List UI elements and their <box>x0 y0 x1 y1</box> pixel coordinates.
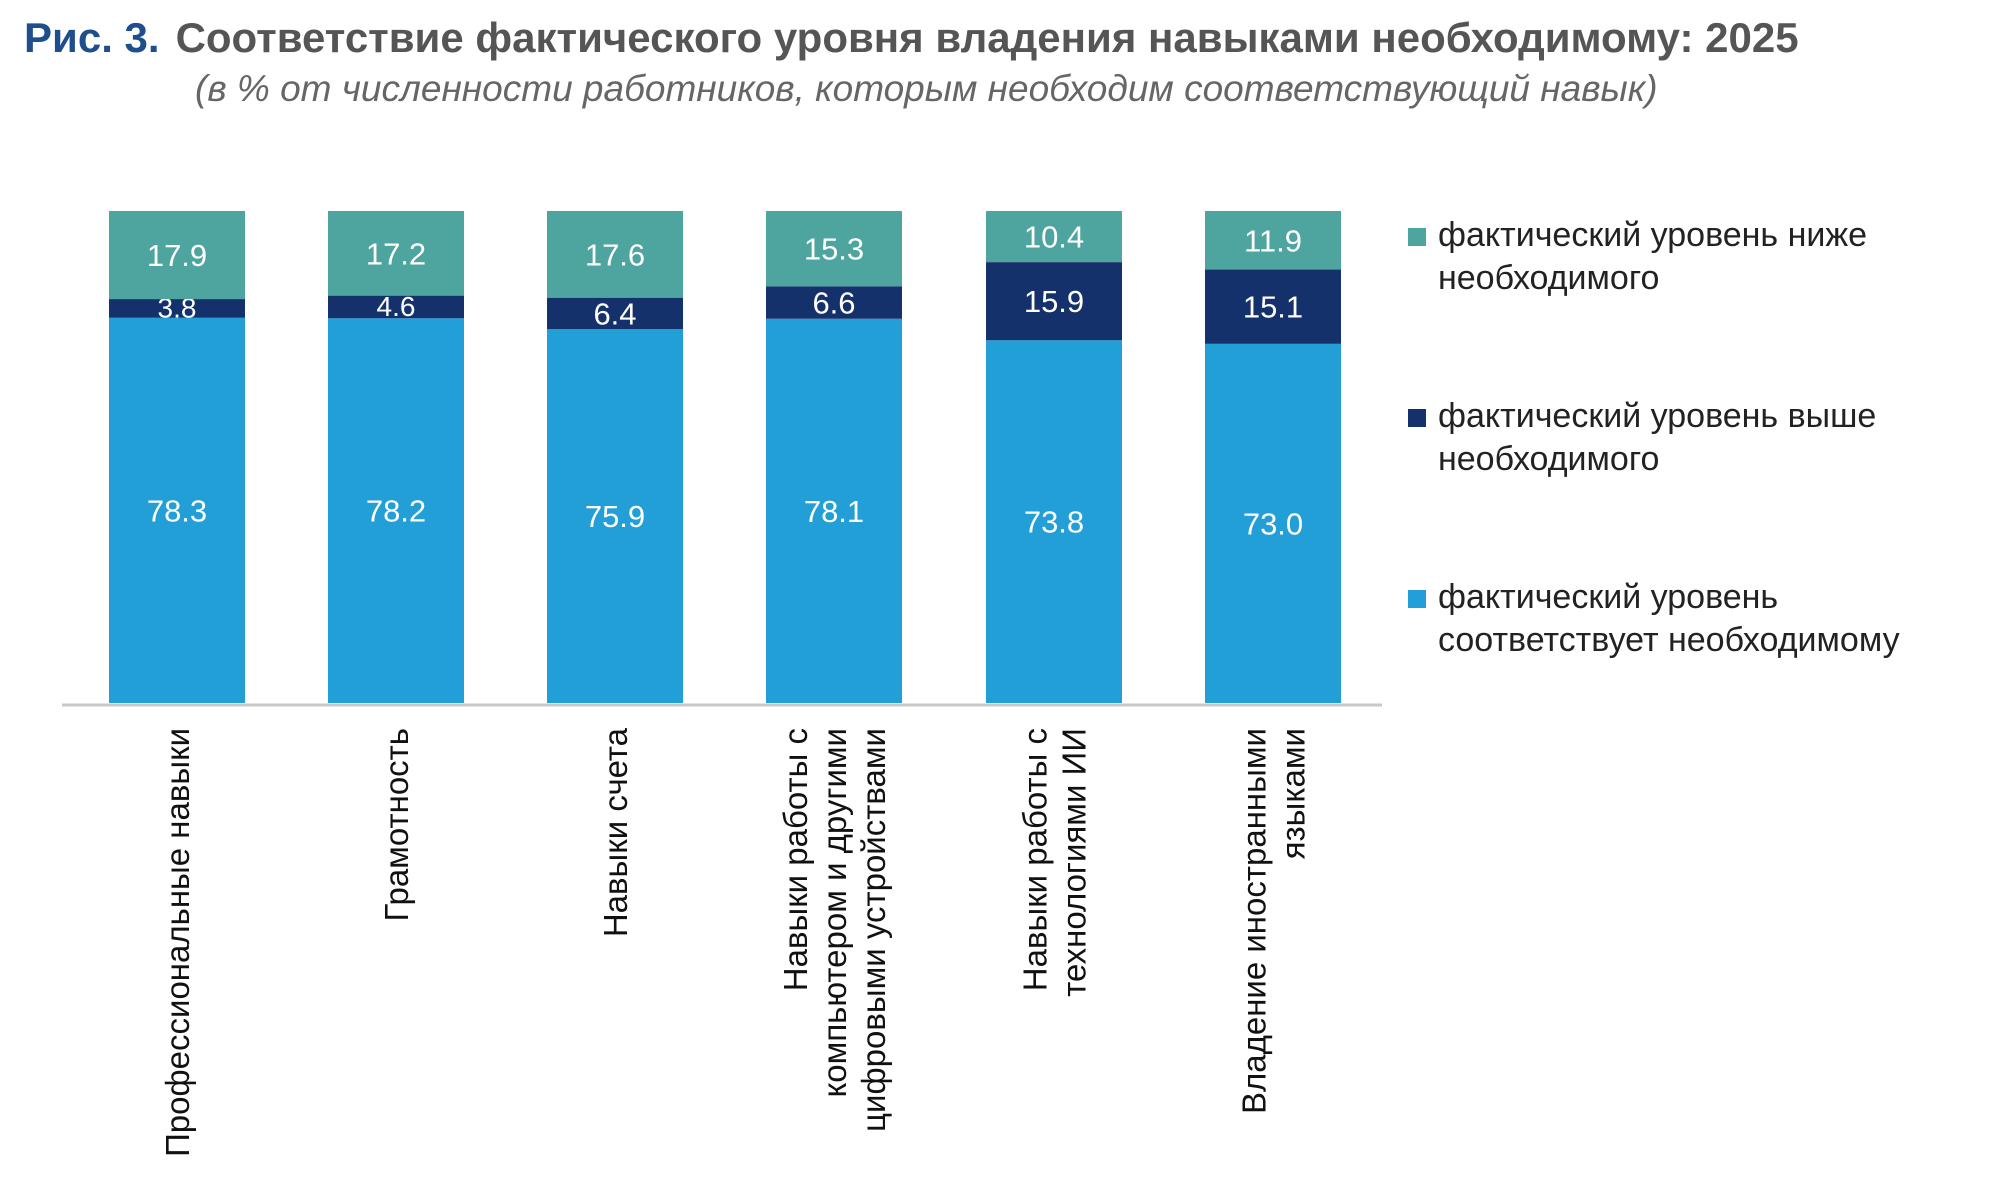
bar-segment-2-cat-4 <box>766 286 902 319</box>
legend-label: фактический уровень соответствует необход… <box>1438 578 1900 659</box>
legend-swatch <box>1408 409 1426 427</box>
bars-layer: 78.33.817.978.24.617.275.96.417.678.16.6… <box>109 211 1341 703</box>
legend: фактический уровень ниже необходимого факт… <box>1408 214 1988 757</box>
bar-segment-3-cat-4 <box>766 211 902 287</box>
x-tick-label-line: Навыки работы с <box>1017 728 1054 991</box>
bar-segment-1-cat-3 <box>547 329 683 703</box>
chart-subtitle: (в % от численности работников, которым … <box>195 68 1658 109</box>
x-tick-label-2: Грамотность <box>378 728 415 922</box>
legend-swatch <box>1408 590 1426 608</box>
x-tick-label-line: Профессиональные навыки <box>159 728 196 1157</box>
data-label-3-cat-1: 17.9 <box>147 238 207 273</box>
x-tick-label-line: цифровыми устройствами <box>855 728 892 1132</box>
data-label-1-cat-4: 78.1 <box>804 494 864 529</box>
data-label-2-cat-5: 15.9 <box>1024 284 1084 319</box>
x-tick-label-line: Навыки счета <box>597 727 634 937</box>
legend-label: фактический уровень ниже необходимого <box>1438 216 1868 297</box>
legend-label: фактический уровень выше необходимого <box>1438 397 1877 478</box>
bar-segment-2-cat-2 <box>328 295 464 319</box>
x-tick-label-line: языками <box>1275 728 1312 859</box>
x-tick-label-line: Навыки работы с <box>777 728 814 991</box>
data-label-2-cat-2: 4.6 <box>377 291 416 322</box>
x-tick-label-3: Навыки счета <box>597 727 634 937</box>
data-label-3-cat-3: 17.6 <box>585 237 645 272</box>
data-label-3-cat-2: 17.2 <box>366 236 426 271</box>
data-label-1-cat-6: 73.0 <box>1243 506 1303 541</box>
x-tick-labels: Профессиональные навыки Грамотность Навыки… <box>159 727 1312 1157</box>
legend-item-3: фактический уровень соответствует необход… <box>1408 576 1988 696</box>
bar-segment-1-cat-1 <box>109 317 245 703</box>
data-label-3-cat-4: 15.3 <box>804 232 864 267</box>
data-label-2-cat-6: 15.1 <box>1243 290 1303 325</box>
title-text: Соответствие фактического уровня владени… <box>175 14 1799 61</box>
bar-segment-2-cat-5 <box>986 262 1122 341</box>
bar-segment-1-cat-5 <box>986 340 1122 703</box>
data-label-1-cat-1: 78.3 <box>147 493 207 528</box>
x-tick-label-5: Навыки работы с технологиями ИИ <box>1017 728 1093 997</box>
x-tick-label-4: Навыки работы с компьютером и другими цифр… <box>777 728 892 1132</box>
bar-segment-3-cat-3 <box>547 211 683 298</box>
bar-segment-3-cat-1 <box>109 211 245 300</box>
legend-item-2: фактический уровень выше необходимого <box>1408 395 1988 515</box>
bar-segment-3-cat-5 <box>986 211 1122 263</box>
data-label-1-cat-2: 78.2 <box>366 494 426 529</box>
figure-label: Рис. 3. <box>24 14 160 61</box>
x-tick-label-line: компьютером и другими <box>816 728 853 1098</box>
data-label-1-cat-5: 73.8 <box>1024 505 1084 540</box>
bar-segment-2-cat-6 <box>1205 269 1341 344</box>
bar-segment-3-cat-6 <box>1205 211 1341 270</box>
x-tick-label-line: технологиями ИИ <box>1056 728 1093 997</box>
x-tick-label-line: Владение иностранными <box>1236 728 1273 1114</box>
bar-segment-1-cat-4 <box>766 318 902 703</box>
chart-title: Рис. 3. Соответствие фактического уровня … <box>24 14 1994 62</box>
legend-item-1: фактический уровень ниже необходимого <box>1408 214 1988 334</box>
stacked-bar-chart: 78.33.817.978.24.617.275.96.417.678.16.6… <box>62 211 1382 1157</box>
data-label-1-cat-3: 75.9 <box>585 499 645 534</box>
bar-segment-2-cat-1 <box>109 299 245 318</box>
bar-segment-3-cat-2 <box>328 211 464 296</box>
data-label-2-cat-3: 6.4 <box>593 296 636 331</box>
bar-segment-1-cat-6 <box>1205 343 1341 703</box>
x-tick-label-6: Владение иностранными языками <box>1236 728 1312 1114</box>
legend-swatch <box>1408 228 1426 246</box>
data-label-3-cat-5: 10.4 <box>1024 220 1084 255</box>
data-label-2-cat-4: 6.6 <box>812 286 855 321</box>
data-label-3-cat-6: 11.9 <box>1244 223 1302 258</box>
x-tick-label-line: Грамотность <box>378 728 415 922</box>
bar-segment-1-cat-2 <box>328 318 464 703</box>
x-tick-label-1: Профессиональные навыки <box>159 728 196 1157</box>
bar-segment-2-cat-3 <box>547 297 683 330</box>
